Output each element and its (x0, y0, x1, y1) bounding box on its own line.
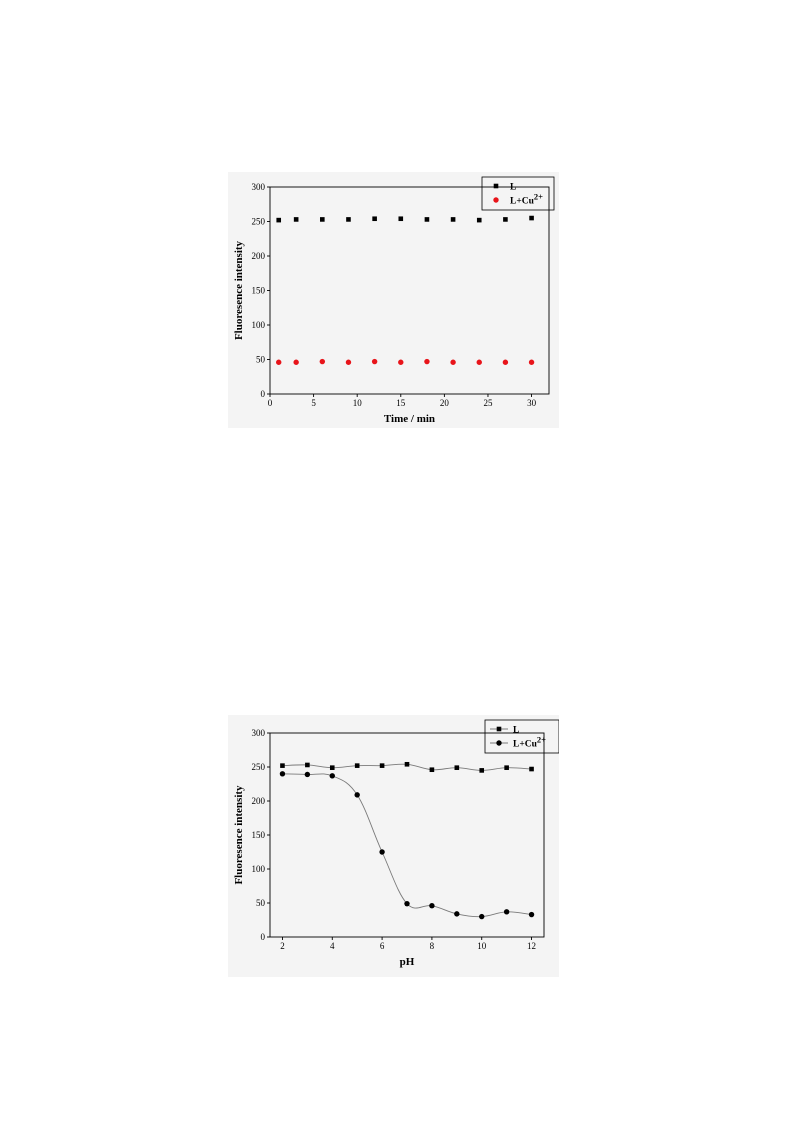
x-axis-title: pH (400, 956, 415, 968)
legend-marker (493, 197, 499, 203)
data-point (319, 358, 326, 365)
chart-ph: 2 4 6 8 10 12 0 50 100 150 200 250 300 pH Fluoresence … (228, 715, 559, 977)
data-point (503, 909, 510, 915)
data-point (424, 358, 430, 365)
x-tick-label: 0 (268, 398, 273, 408)
x-tick-label: 6 (380, 941, 385, 951)
series-l (276, 215, 534, 223)
data-point (424, 217, 430, 222)
y-tick-label: 250 (252, 762, 266, 772)
data-point (371, 358, 378, 365)
y-axis-title: Fluoresence intensity (233, 240, 245, 340)
data-point (279, 771, 286, 777)
data-point (529, 215, 534, 221)
legend: LL+Cu2+ (484, 719, 559, 754)
series-line (282, 773, 532, 918)
y-tick-label: 150 (252, 830, 266, 840)
x-axis-title: Time / min (384, 413, 435, 425)
legend-marker (496, 726, 502, 732)
data-point (454, 765, 460, 770)
data-point (504, 765, 509, 770)
data-point (293, 217, 299, 222)
data-point (404, 900, 410, 907)
x-tick-label: 30 (527, 398, 537, 408)
data-point (379, 849, 385, 855)
data-point (398, 359, 404, 365)
data-point (429, 767, 435, 773)
y-tick-label: 100 (252, 320, 266, 330)
legend-marker (496, 740, 502, 746)
legend-label: L (510, 183, 516, 193)
data-point (345, 359, 352, 365)
y-tick-label: 50 (256, 898, 266, 908)
data-point (450, 359, 456, 365)
y-axis-title: Fluoresence intensity (233, 785, 245, 885)
legend-label: L (513, 726, 519, 736)
data-point (329, 773, 335, 779)
data-point (354, 792, 360, 798)
chart-time: 0 5 10 15 20 25 30 0 50 100 150 200 250 300 Time / min… (228, 172, 559, 428)
data-point (293, 359, 299, 365)
data-point (476, 217, 482, 223)
data-point (276, 359, 282, 365)
series-l-cu (276, 358, 535, 365)
y-tick-label: 200 (252, 796, 266, 806)
data-point (398, 216, 404, 222)
x-tick-label: 20 (440, 398, 450, 408)
y-tick-label: 50 (256, 355, 266, 365)
data-point (379, 763, 385, 768)
data-point (404, 761, 410, 767)
y-tick-label: 300 (252, 182, 266, 192)
x-tick-label: 15 (396, 398, 406, 408)
x-tick-label: 2 (280, 941, 285, 951)
x-tick-label: 25 (483, 398, 493, 408)
data-point (454, 911, 460, 917)
data-point (476, 359, 482, 365)
data-point (479, 913, 485, 920)
y-tick-label: 250 (252, 217, 266, 227)
data-point (479, 768, 485, 773)
data-point (280, 763, 285, 768)
x-tick-label: 8 (430, 941, 435, 951)
legend-marker (493, 183, 499, 189)
legend: LL+Cu2+ (481, 176, 555, 211)
data-point (329, 765, 335, 770)
data-point (304, 771, 311, 778)
series-l-cu (279, 771, 535, 920)
data-point (320, 217, 325, 222)
data-point (450, 217, 456, 222)
x-tick-label: 12 (527, 941, 536, 951)
y-tick-label: 200 (252, 251, 266, 261)
y-tick-label: 150 (252, 286, 266, 296)
legend-label: L+Cu2+ (510, 192, 543, 207)
legend-label: L+Cu2+ (513, 735, 546, 750)
x-tick-label: 5 (311, 398, 316, 408)
x-tick-label: 10 (353, 398, 363, 408)
x-tick-label: 10 (477, 941, 487, 951)
data-point (354, 763, 360, 768)
y-tick-label: 300 (252, 728, 266, 738)
x-tick-label: 4 (330, 941, 335, 951)
data-point (429, 903, 435, 909)
data-point (502, 359, 509, 365)
chart-svg: 2 4 6 8 10 12 0 50 100 150 200 250 300 pH Fluoresence … (233, 719, 559, 968)
y-tick-label: 100 (252, 864, 266, 874)
legend-box (481, 176, 555, 211)
data-point (528, 359, 535, 365)
data-point (346, 217, 351, 222)
legend-box (484, 719, 559, 754)
data-point (372, 216, 377, 222)
data-point (276, 217, 282, 223)
data-point (503, 217, 508, 222)
data-point (305, 762, 310, 768)
series-l (280, 761, 534, 773)
y-tick-label: 0 (261, 389, 266, 399)
y-tick-label: 0 (261, 932, 266, 942)
data-point (529, 766, 534, 772)
data-point (528, 911, 535, 918)
